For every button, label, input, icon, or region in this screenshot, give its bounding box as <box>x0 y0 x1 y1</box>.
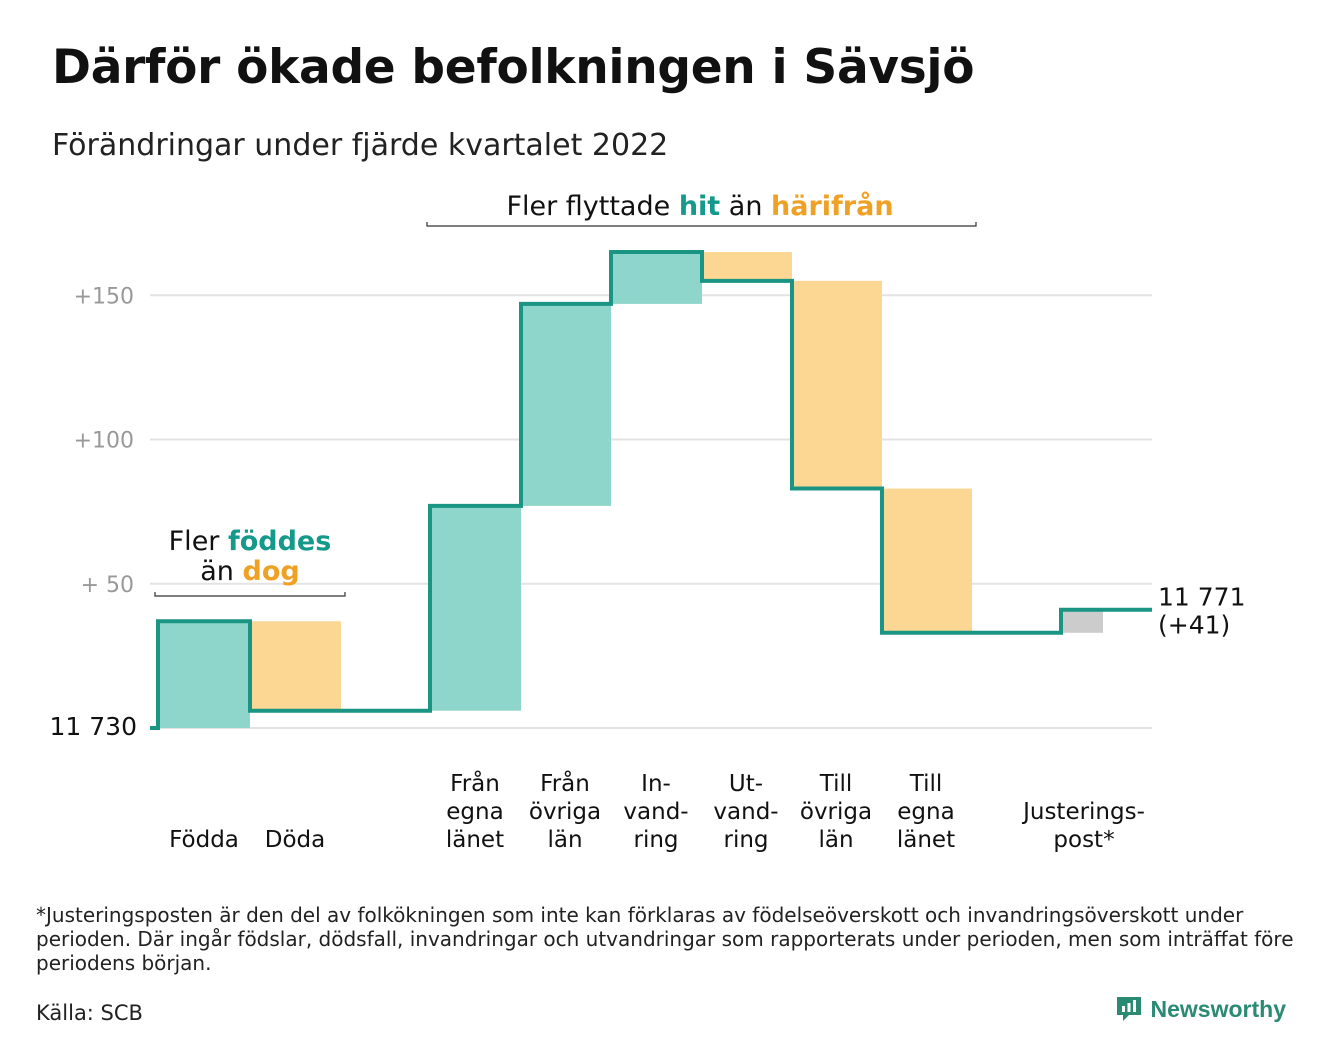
category-label: Ut- <box>729 771 763 797</box>
footnote: *Justeringsposten är den del av folkökni… <box>36 903 1294 975</box>
brand-logo: Newsworthy <box>1115 995 1286 1023</box>
annotation-part: härifrån <box>771 190 894 222</box>
bar-1 <box>158 621 250 728</box>
brand-name: Newsworthy <box>1150 995 1286 1022</box>
annotation-part: Fler <box>169 526 228 557</box>
category-label: län <box>547 827 582 853</box>
chart-subtitle: Förändringar under fjärde kvartalet 2022 <box>52 128 669 163</box>
category-label: Från <box>540 769 590 797</box>
category-label: Till <box>819 771 853 797</box>
annotation-part: än <box>200 556 242 587</box>
category-label: In- <box>641 771 671 797</box>
category-label: ring <box>723 827 768 853</box>
category-label: länet <box>897 827 955 853</box>
category-label: vand- <box>623 799 688 825</box>
y-tick-label: +150 <box>74 284 134 309</box>
category-label: övriga <box>529 799 601 825</box>
category-label: vand- <box>713 799 778 825</box>
end-value-label: 11 771 <box>1158 583 1245 612</box>
category-label: egna <box>446 799 503 825</box>
category-label: Justerings- <box>1021 799 1145 825</box>
category-label: ring <box>633 827 678 853</box>
start-value-label: 11 730 <box>50 712 137 741</box>
category-label: Födda <box>169 827 239 853</box>
bar-8 <box>881 488 972 633</box>
category-label: Från <box>450 769 500 797</box>
annotation-bracket-migration <box>426 222 977 227</box>
bar-7 <box>791 280 882 489</box>
cumulative-step-line <box>150 249 1152 730</box>
category-label: post* <box>1053 827 1114 853</box>
category-label: övriga <box>800 799 872 825</box>
source-label: Källa: SCB <box>36 1001 143 1025</box>
newsworthy-logo-icon <box>1116 997 1141 1021</box>
y-tick-label: + 50 <box>81 573 134 598</box>
annotation-part: dog <box>243 556 300 587</box>
annotation-part: föddes <box>228 526 331 557</box>
chart-title: Därför ökade befolkningen i Sävsjö <box>52 40 975 95</box>
annotation-migration: Fler flyttade hit än härifrån <box>506 190 893 222</box>
bar-4 <box>520 303 611 506</box>
annotation-part: hit <box>679 191 720 222</box>
category-label: Till <box>909 771 943 797</box>
waterfall-chart: + 50 +100 +150 11 730 11 771(+41) Födda Döda Fr… <box>50 190 1246 853</box>
y-tick-label: +100 <box>74 429 134 454</box>
category-label: egna <box>897 799 954 825</box>
bar-3 <box>430 505 521 711</box>
category-label: Döda <box>265 827 325 853</box>
bar-6 <box>701 251 792 281</box>
bar-9 <box>1061 609 1103 633</box>
bar-5 <box>610 251 702 304</box>
bar-2 <box>249 621 341 711</box>
category-label: länet <box>446 827 504 853</box>
end-change-label: (+41) <box>1158 611 1230 640</box>
category-label: län <box>818 827 853 853</box>
annotation-part: Fler flyttade <box>506 191 678 222</box>
annotation-births-line1: Fler föddes <box>169 526 332 557</box>
annotation-births-line2: än dog <box>200 556 299 587</box>
annotation-part: än <box>720 191 771 222</box>
annotation-bracket-births <box>154 592 346 597</box>
